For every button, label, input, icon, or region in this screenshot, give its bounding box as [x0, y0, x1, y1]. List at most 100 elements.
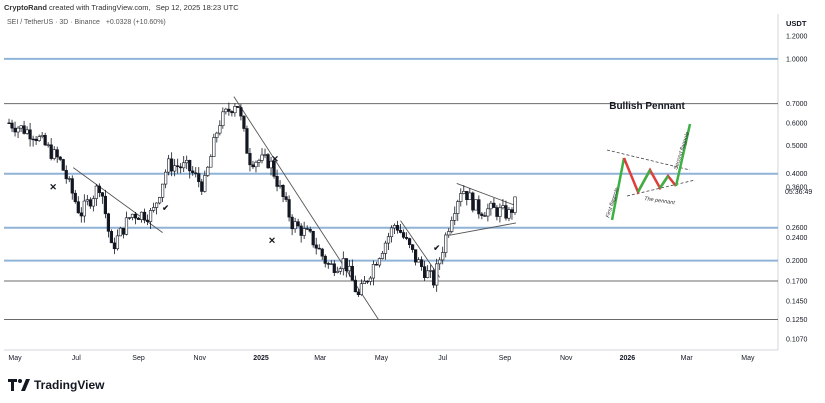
candle-down — [404, 237, 409, 239]
price-tick-label: 0.6000 — [786, 120, 808, 127]
pennant-label: The pennant — [644, 196, 676, 206]
pennant-zigzag-green-2 — [658, 175, 670, 189]
candle-down — [311, 230, 315, 246]
time-tick-label: Nov — [194, 355, 207, 362]
candle-up — [257, 160, 261, 163]
candle-up — [161, 183, 165, 198]
candle-up — [347, 265, 351, 272]
candle-down — [356, 291, 360, 296]
candle-down — [230, 111, 234, 114]
time-tick-label: Sep — [132, 355, 145, 362]
candle-up — [115, 235, 120, 250]
time-tick-label: May — [741, 355, 755, 362]
candle-up — [269, 160, 273, 169]
candle-down — [432, 270, 436, 286]
candle-up — [486, 208, 490, 217]
candle-up — [498, 207, 502, 217]
candle-down — [31, 138, 35, 141]
candle-down — [176, 165, 180, 168]
candle-down — [170, 158, 174, 172]
candle-up — [362, 280, 366, 285]
candle-down — [58, 156, 62, 160]
time-tick-label: 2026 — [620, 355, 636, 362]
created-with-text: created with TradingView.com, — [49, 3, 151, 12]
candle-down — [365, 280, 370, 283]
candle-down — [49, 144, 53, 159]
price-tick-label: 1.2000 — [786, 34, 808, 41]
candle-down — [284, 196, 288, 200]
time-tick-label: Jul — [72, 355, 81, 362]
candle-up — [85, 199, 89, 202]
first-flagpole-line — [610, 157, 626, 221]
price-tick-label: 0.1070 — [786, 337, 808, 344]
candle-down — [344, 258, 348, 272]
candle-up — [158, 197, 162, 204]
candle-down — [109, 231, 114, 244]
time-tick-label: Sep — [499, 355, 512, 362]
candle-down — [510, 209, 514, 213]
pennant-zigzag — [622, 157, 677, 195]
check-mark: ✔ — [433, 244, 440, 253]
annotation-marks: ✕ ✔ ✕ ✕ ✔ — [49, 154, 440, 253]
candle-down — [28, 129, 32, 140]
horizontal-levels[interactable] — [4, 57, 778, 321]
candle-down — [73, 192, 77, 202]
candle-down — [61, 159, 65, 171]
candle-up — [173, 165, 177, 172]
second-flagpole-line — [674, 123, 692, 187]
tradingview-logo[interactable]: TradingView — [8, 378, 104, 392]
candle-down — [145, 219, 150, 222]
candle-up — [206, 166, 210, 176]
candle-down — [471, 192, 475, 211]
time-tick-label: May — [8, 355, 22, 362]
candle-up — [456, 201, 460, 214]
candle-down — [332, 263, 336, 273]
candle-up — [459, 193, 463, 202]
candle-up — [233, 106, 237, 114]
candle-down — [266, 154, 270, 169]
candle-up — [218, 125, 222, 134]
candle-down — [112, 242, 117, 250]
candle-down — [305, 228, 309, 230]
candle-down — [142, 211, 147, 221]
candle-down — [227, 108, 231, 112]
timestamp: Sep 12, 2025 18:23 UTC — [155, 3, 239, 12]
candle-down — [191, 170, 195, 174]
price-tick-label: 0.4000 — [786, 171, 808, 178]
candle-down — [179, 166, 183, 169]
candle-up — [377, 258, 382, 266]
candle-down — [495, 207, 499, 217]
time-tick-label: Mar — [314, 355, 327, 362]
candle-down — [290, 216, 294, 230]
cross-mark: ✕ — [268, 235, 276, 245]
candle-up — [224, 108, 228, 113]
inset-title: Bullish Pennant — [609, 101, 685, 112]
candle-down — [299, 225, 303, 236]
symbol-pair: SEI / TetherUS · 3D · Binance — [7, 19, 100, 26]
candle-up — [215, 132, 219, 138]
candle-down — [188, 159, 192, 172]
symbol-legend[interactable]: SEI / TetherUS · 3D · Binance +0.0328 (+… — [7, 19, 170, 26]
candle-down — [251, 164, 255, 168]
price-tick-label: 1.0000 — [786, 56, 808, 63]
candle-up — [182, 162, 186, 169]
trendlines[interactable] — [73, 96, 517, 320]
candle-down — [296, 221, 300, 227]
candle-down — [245, 128, 249, 154]
trendline — [400, 220, 441, 278]
candle-up — [154, 202, 159, 208]
candle-up — [386, 236, 391, 244]
price-tick-label: 0.1450 — [786, 298, 808, 305]
candle-up — [221, 111, 225, 127]
candle-up — [94, 185, 98, 199]
price-tick-label: 0.2000 — [786, 258, 808, 265]
pennant-upper-dash — [606, 149, 691, 171]
bullish-pennant-inset: Bullish Pennant First flagpole Second fl… — [605, 101, 696, 221]
second-flagpole-label: Second flagpole — [673, 131, 691, 170]
candle-up — [302, 228, 306, 236]
candle-up — [82, 200, 86, 217]
candlestick-series — [7, 102, 517, 297]
candle-down — [133, 213, 138, 219]
price-tick-label: 0.2600 — [786, 225, 808, 232]
